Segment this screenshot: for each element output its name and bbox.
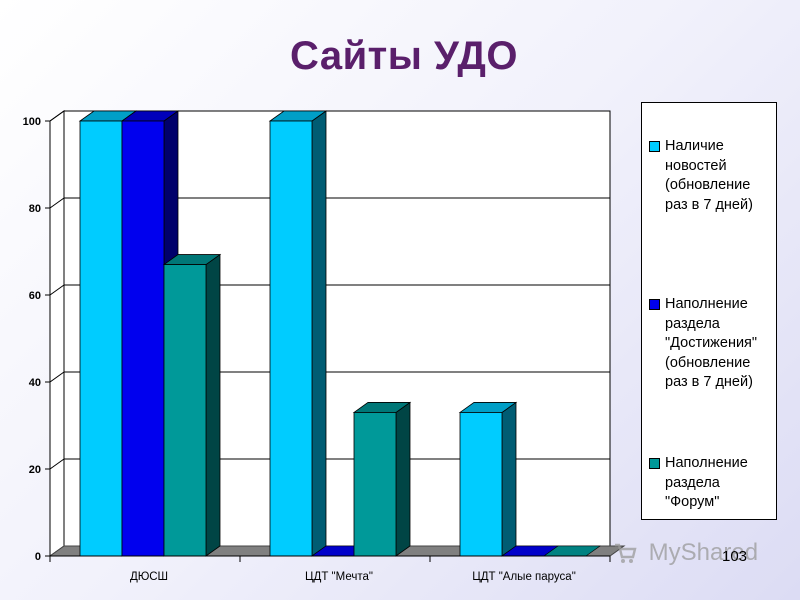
bar-side [205,253,221,557]
chart-legend: Наличие новостей (обновление раз в 7 дне… [641,102,777,520]
bar [458,401,518,557]
legend-swatch [649,299,660,310]
legend-label: Наполнение раздела "Достижения" (обновле… [665,296,758,390]
gridline [49,197,65,209]
y-tick-label: 0 [35,551,41,563]
legend-label: Наполнение раздела "Форум" [665,455,748,510]
gridline [49,284,65,296]
y-tick-label: 20 [29,464,41,476]
bar-side [311,110,327,557]
x-axis: ДЮСШ ЦДТ "Мечта" ЦДТ "Алые паруса" [49,555,611,583]
y-axis: 0 20 40 60 80 100 [23,116,51,563]
slide-title: Сайты УДО [289,34,519,78]
gridline [49,458,65,470]
side-wall [49,110,65,557]
bar-side [395,401,411,557]
gridline [49,371,65,383]
bar-front [121,120,165,557]
bars [78,110,601,557]
x-category-label: ЦДТ "Алые паруса" [472,571,576,583]
x-category-label: ЦДТ "Мечта" [305,571,373,583]
bar-front [79,120,123,557]
y-tick-label: 80 [29,203,41,215]
gridline [49,110,65,122]
bar-front [353,412,397,557]
bar-side [501,401,517,557]
legend-label: Наличие новостей (обновление раз в 7 дне… [665,138,753,213]
watermark-text: MyShared [648,538,759,566]
bar-front [269,120,313,557]
page-number: 103 [722,548,748,565]
y-tick-label: 60 [29,290,41,302]
x-category-label: ДЮСШ [130,571,168,583]
legend-swatch [649,141,660,152]
bar [162,253,222,557]
bar [268,110,328,557]
bar-front [459,412,503,557]
bar-front [163,264,207,557]
cart-icon [615,543,637,563]
y-tick-label: 40 [29,377,41,389]
y-tick-label: 100 [23,116,41,128]
watermark: MyShared [612,538,758,568]
bar [352,401,412,557]
legend-swatch [649,458,660,469]
